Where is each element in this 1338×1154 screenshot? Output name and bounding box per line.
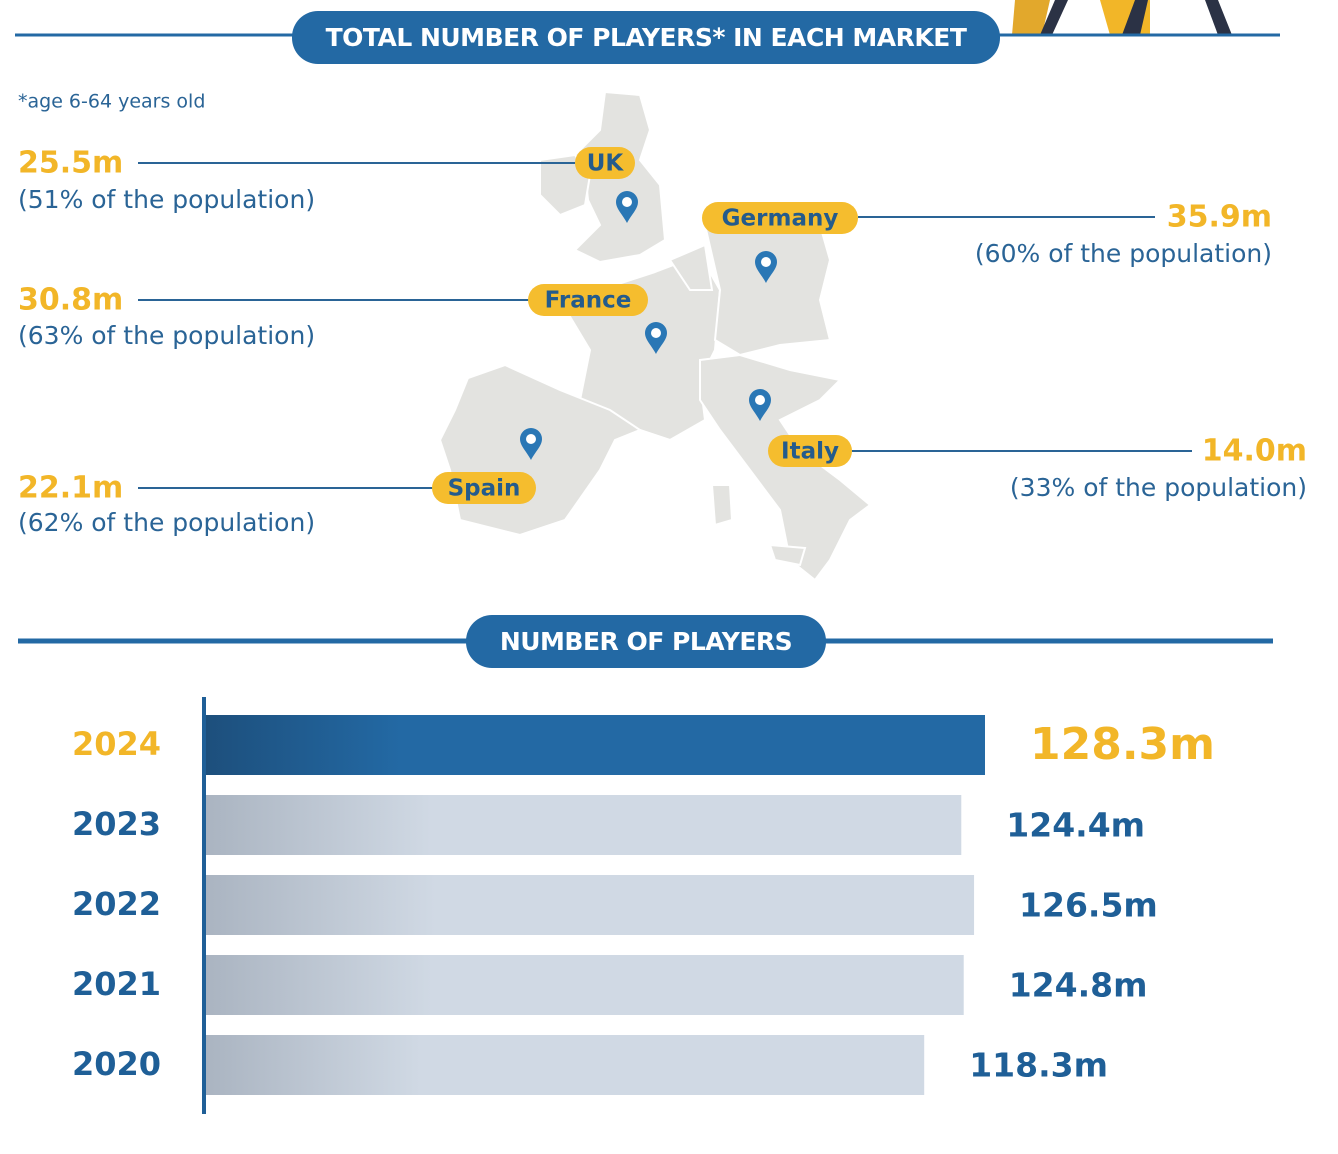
market-players: 35.9m [1167, 200, 1272, 235]
market-share: (60% of the population) [975, 239, 1272, 268]
market-name: UK [587, 151, 625, 177]
bar [205, 875, 975, 935]
header-pill [292, 11, 1000, 64]
value-label: 124.4m [1006, 806, 1145, 845]
market-name: Italy [781, 439, 839, 465]
market-pill [575, 147, 635, 179]
decoration [1012, 0, 1232, 35]
y-tick-label: 2021 [72, 965, 161, 1003]
market-callout: UK 25.5m (51% of the population) [18, 146, 638, 223]
market-players: 14.0m [1202, 434, 1307, 469]
market-name: France [545, 288, 632, 314]
value-label: 118.3m [969, 1046, 1108, 1085]
y-tick-label: 2024 [72, 725, 161, 763]
value-label: 128.3m [1030, 719, 1215, 770]
market-pill [432, 472, 536, 504]
market-callout: Italy 14.0m (33% of the population) [749, 389, 1307, 502]
header-title: TOTAL NUMBER OF PLAYERS* IN EACH MARKET [326, 23, 967, 52]
market-callout: Germany 35.9m (60% of the population) [702, 200, 1272, 283]
note: *age 6-64 years old [18, 91, 205, 113]
chart-title-pill [466, 615, 826, 668]
market-share: (51% of the population) [18, 185, 315, 214]
y-tick-label: 2020 [72, 1045, 161, 1083]
market-pill [768, 435, 852, 467]
market-players: 22.1m [18, 471, 123, 506]
bar [205, 1035, 925, 1095]
map-pin-dot [755, 395, 765, 405]
map-pin-dot [526, 434, 536, 444]
map-pin-dot [651, 328, 661, 338]
market-share: (62% of the population) [18, 508, 315, 537]
chart-title: NUMBER OF PLAYERS [500, 627, 792, 656]
market-name: Spain [448, 476, 521, 502]
y-tick-label: 2023 [72, 805, 161, 843]
market-players: 30.8m [18, 283, 123, 318]
value-label: 126.5m [1019, 886, 1158, 925]
bar [205, 715, 985, 775]
y-tick-label: 2022 [72, 885, 161, 923]
map-pin-dot [761, 257, 771, 267]
map-pin-dot [622, 197, 632, 207]
market-share: (33% of the population) [1010, 473, 1307, 502]
market-share: (63% of the population) [18, 321, 315, 350]
bar [205, 955, 964, 1015]
market-callout: Spain 22.1m(62% of the population) [18, 428, 542, 537]
bar [205, 795, 962, 855]
market-pill [528, 284, 648, 316]
value-label: 124.8m [1009, 966, 1148, 1005]
market-callout: France 30.8m (63% of the population) [18, 283, 667, 354]
market-players: 25.5m [18, 146, 123, 181]
market-name: Germany [722, 206, 839, 232]
market-pill [702, 202, 858, 234]
